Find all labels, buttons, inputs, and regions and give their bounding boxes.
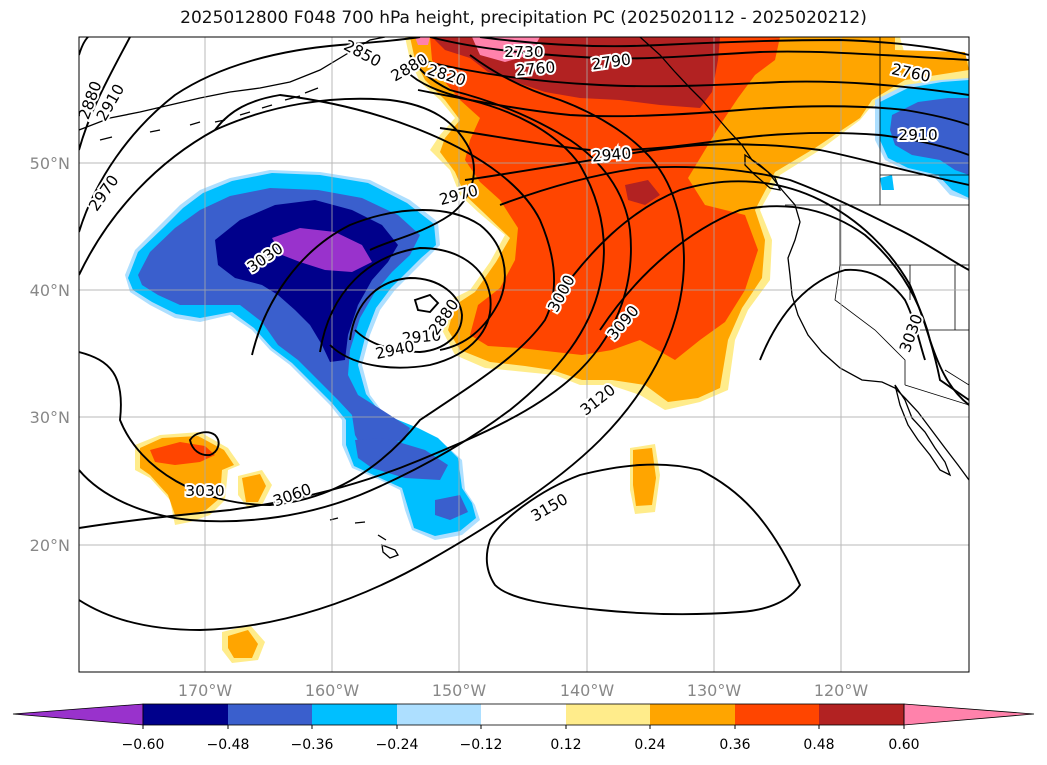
gridlines	[79, 37, 969, 672]
pos-060b-region	[415, 37, 430, 45]
colorbar-extend-high	[903, 703, 1035, 726]
colorbar-tick-label: 0.12	[550, 737, 581, 753]
colorbar-segment	[397, 704, 481, 725]
sw-pos-036	[150, 442, 215, 465]
colorbar-segment	[566, 704, 650, 725]
colorbar-tick-label: 0.60	[888, 737, 919, 753]
colorbar-extend-low	[12, 703, 144, 726]
colorbar-segment	[228, 704, 312, 725]
lon-label-150w: 150°W	[432, 681, 487, 700]
lon-label-160w: 160°W	[305, 681, 360, 700]
colorbar-segment	[819, 704, 904, 725]
height-contours	[79, 37, 969, 631]
colorbar-segment	[143, 704, 228, 725]
contour-label: 2910	[898, 126, 937, 144]
contour-label: 2760	[515, 58, 556, 79]
colorbar-tick-label: −0.48	[207, 737, 250, 753]
map-title: 2025012800 F048 700 hPa height, precipit…	[180, 8, 867, 28]
lat-label-40n: 40°N	[30, 281, 70, 300]
sw-pos-024f	[228, 630, 258, 658]
colorbar-tick-label: 0.24	[634, 737, 665, 753]
lat-label-20n: 20°N	[30, 536, 70, 555]
us-state-borders	[834, 150, 969, 406]
map-frame	[78, 36, 970, 673]
colorbar-segment	[650, 704, 735, 725]
precipitation-shading	[125, 37, 969, 663]
contour-label: 2730	[504, 43, 543, 61]
lat-label-50n: 50°N	[30, 154, 70, 173]
sw-pos-024d	[242, 474, 266, 502]
colorbar-tick-label: 0.36	[719, 737, 750, 753]
ne-neg-012b	[880, 175, 894, 190]
ne-neg-036	[890, 98, 969, 175]
lon-label-170w: 170°W	[178, 681, 233, 700]
longitude-labels: 170°W 160°W 150°W 140°W 130°W 120°W	[178, 681, 869, 700]
colorbar-tick-label: −0.24	[376, 737, 419, 753]
colorbar-tick-label: −0.36	[291, 737, 334, 753]
contour-label: 2940	[591, 144, 632, 165]
baja-california	[894, 384, 952, 477]
lon-label-130w: 130°W	[687, 681, 742, 700]
coastlines	[79, 37, 969, 559]
lon-label-120w: 120°W	[814, 681, 869, 700]
central-pos-024b	[633, 448, 656, 506]
pos-048b-region	[625, 180, 660, 205]
neg-060-region	[272, 228, 372, 272]
colorbar-segment	[735, 704, 819, 725]
contour-label: 3030	[185, 482, 224, 500]
colorbar-tick-label: −0.12	[460, 737, 503, 753]
neg-036b-region	[355, 438, 448, 480]
neg-036c-region	[435, 495, 468, 520]
pos-036-region	[430, 37, 780, 360]
colorbar-tick-label: 0.48	[803, 737, 834, 753]
hawaii-islands	[329, 517, 399, 559]
colorbar: −0.60 −0.48 −0.36 −0.24 −0.12 0.12 0.24 …	[12, 703, 1035, 753]
alaska-coast	[79, 37, 386, 131]
vancouver-island	[744, 153, 782, 191]
colorbar-segment	[312, 704, 397, 725]
lat-label-30n: 30°N	[30, 408, 70, 427]
colorbar-segment	[481, 704, 566, 725]
lon-label-140w: 140°W	[560, 681, 615, 700]
latitude-labels: 50°N 40°N 30°N 20°N	[30, 154, 70, 555]
colorbar-tick-label: −0.60	[122, 737, 165, 753]
aleutian-islands	[99, 87, 319, 141]
